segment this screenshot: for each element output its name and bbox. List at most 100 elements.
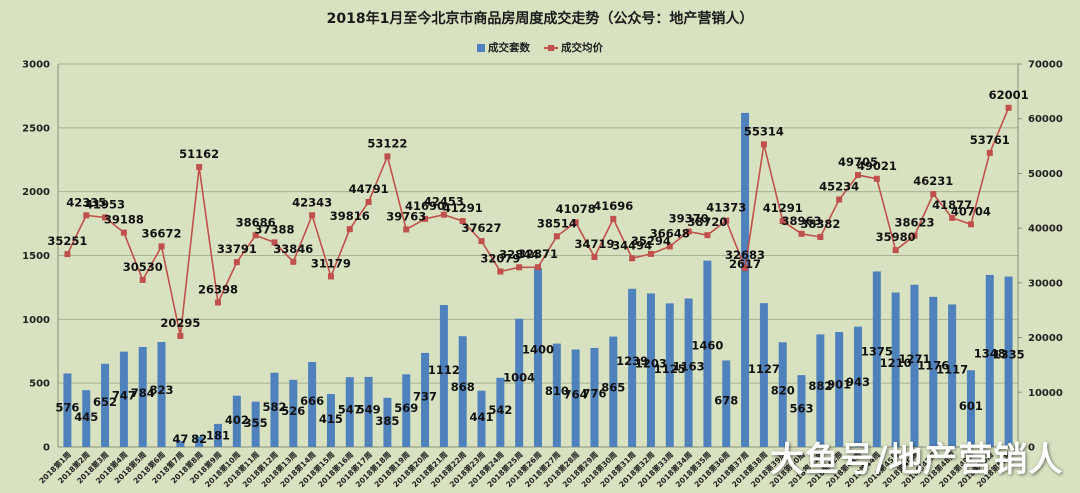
bar [101,363,110,447]
bar [891,292,900,447]
price-data-label: 41696 [593,199,633,213]
bar-data-label: 1375 [861,344,893,358]
price-marker [930,191,937,198]
bar-data-label: 1163 [673,359,705,373]
bar [308,361,317,447]
bar-data-label: 737 [413,389,437,403]
price-data-label: 39370 [669,212,709,226]
bar-data-label: 1348 [974,346,1006,360]
bar-data-label: 547 [338,403,362,417]
bar-data-label: 402 [225,413,249,427]
bar [816,334,825,447]
price-marker [290,258,297,265]
bar [741,112,750,447]
y-right-tick-label: 0 [1028,443,1035,454]
bar-data-label: 47 [172,432,188,446]
bar-data-label: 576 [55,401,79,415]
bar-data-label: 441 [470,410,494,424]
bar-data-label: 563 [790,401,814,415]
y-left-tick-label: 1000 [22,315,50,326]
price-marker [685,228,692,235]
bar-data-label: 882 [808,379,832,393]
price-data-label: 35251 [47,234,87,248]
bar-data-label: 1239 [616,354,648,368]
bar [458,336,467,447]
price-marker [742,265,749,272]
price-data-label: 49021 [857,159,897,173]
price-data-label: 37388 [254,222,294,236]
bar [966,370,975,447]
bar-data-label: 1400 [522,343,554,357]
bar [665,303,674,447]
price-marker [478,238,485,245]
bar [270,372,279,447]
price-data-label: 33846 [273,242,313,256]
bar-data-label: 747 [112,389,136,403]
y-right-tick-label: 60000 [1028,114,1063,125]
price-data-label: 38686 [236,215,276,229]
bar [176,440,185,447]
price-marker [666,243,673,250]
price-data-label: 38382 [800,217,840,231]
price-marker [403,226,410,233]
chart-title: 2018年1月至今北京市商品房周度成交走势（公众号：地产营销人） [326,11,754,27]
bar-data-label: 764 [564,387,588,401]
price-marker [873,175,880,182]
bar-data-label: 943 [846,375,870,389]
price-data-label: 49705 [838,155,878,169]
y-right-tick-label: 10000 [1028,388,1063,399]
bar [496,377,505,447]
price-data-label: 39763 [386,209,426,223]
bar-data-label: 415 [319,412,343,426]
price-data-label: 32844 [499,247,539,261]
bar [590,347,599,447]
price-marker [233,259,240,266]
price-marker [1005,104,1012,111]
bar [421,352,430,447]
price-marker [120,229,127,236]
price-marker [723,217,730,224]
price-data-label: 38963 [782,214,822,228]
price-data-label: 38720 [687,215,727,229]
price-data-label: 42453 [424,195,464,209]
price-data-label: 41291 [763,201,803,215]
price-data-label: 41690 [405,199,445,213]
price-marker [422,215,429,222]
bar [345,377,354,447]
bar [138,346,147,447]
price-marker [967,221,974,228]
price-data-label: 53761 [970,133,1010,147]
bar-data-label: 1176 [917,358,949,372]
bar [82,390,91,447]
y-right-tick-label: 30000 [1028,278,1063,289]
price-data-label: 53122 [367,136,407,150]
bar-data-label: 542 [488,403,512,417]
bar-data-label: 445 [74,410,98,424]
bar-data-label: 784 [131,386,155,400]
bar [232,395,241,447]
price-marker [779,218,786,225]
bar [854,326,862,447]
price-marker [591,254,598,261]
bar-data-label: 1004 [503,371,535,385]
price-marker [440,211,447,218]
price-marker [760,141,767,148]
price-data-label: 32079 [480,251,520,265]
y-left-tick-label: 0 [43,443,50,454]
price-data-label: 42343 [292,195,332,209]
y-right-tick-label: 50000 [1028,169,1063,180]
bar-data-label: 810 [545,384,569,398]
price-marker [64,251,71,258]
price-marker [949,214,956,221]
bar [439,305,448,447]
price-marker [177,332,184,339]
y-left-tick-label: 3000 [22,60,50,71]
legend-item-units: 成交套数 [477,40,530,55]
price-marker [911,232,918,239]
price-data-label: 41953 [85,197,125,211]
price-marker [892,247,899,254]
bar [119,351,128,447]
bar-data-label: 868 [451,380,475,394]
price-data-label: 36648 [650,226,690,240]
price-data-label: 36672 [142,226,182,240]
